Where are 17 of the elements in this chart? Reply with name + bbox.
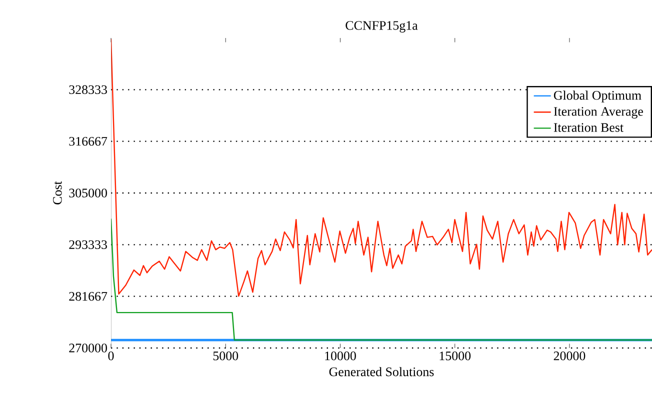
x-tick-label: 10000 (325, 352, 356, 360)
x-tick-label: 20000 (554, 352, 586, 360)
legend-label: Iteration Average (554, 107, 643, 118)
x-tick-label: 0 (108, 352, 114, 360)
y-tick-label: 328333 (69, 85, 107, 94)
legend-label: Iteration Best (554, 123, 624, 132)
y-tick-label: 316667 (69, 136, 108, 146)
y-tick-label: 281667 (69, 292, 108, 301)
y-tick-label: 293333 (69, 240, 107, 250)
y-axis-title: Cost (53, 181, 62, 204)
x-axis-title: Generated Solutions (329, 367, 434, 376)
x-tick-label: 5000 (213, 352, 238, 360)
y-tick-label: 270000 (69, 344, 107, 352)
x-tick-label: 15000 (440, 352, 471, 360)
legend-label: Global Optimum (554, 90, 642, 102)
chart-title: CCNFP15g1a (346, 21, 418, 32)
y-tick-label: 305000 (69, 188, 107, 198)
